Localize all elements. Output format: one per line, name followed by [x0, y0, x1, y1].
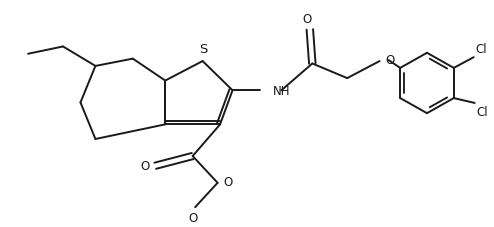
Text: O: O: [140, 160, 149, 173]
Text: O: O: [188, 211, 197, 224]
Text: S: S: [200, 42, 208, 55]
Text: NH: NH: [272, 84, 290, 97]
Text: Cl: Cl: [476, 43, 487, 56]
Text: O: O: [223, 175, 232, 188]
Text: Cl: Cl: [477, 105, 489, 118]
Text: O: O: [386, 54, 395, 67]
Text: O: O: [303, 12, 312, 25]
